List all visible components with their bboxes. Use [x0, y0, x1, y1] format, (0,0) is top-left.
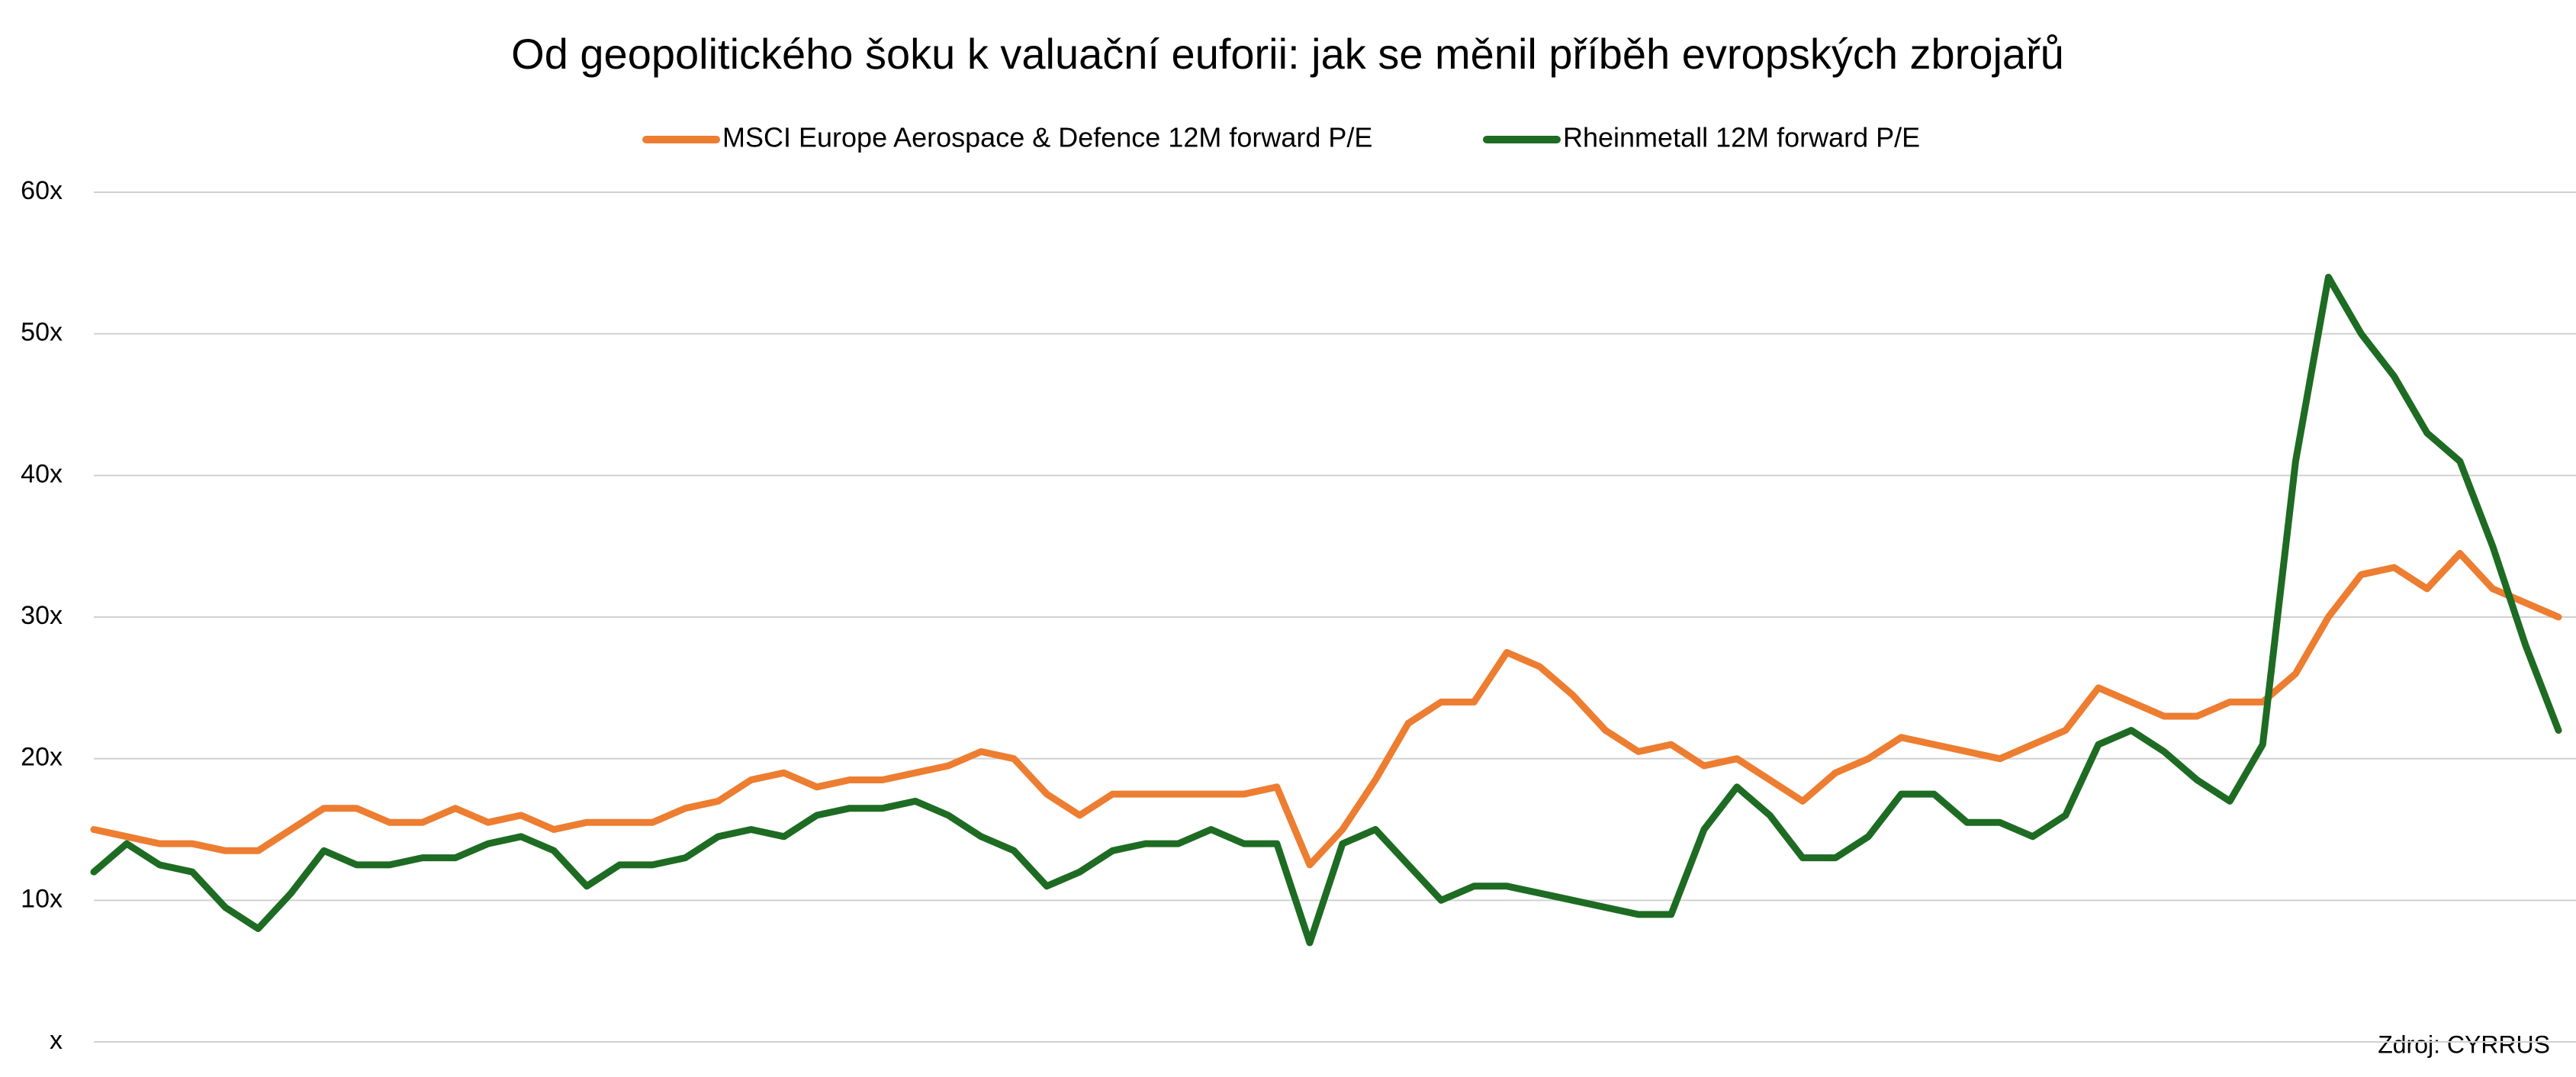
legend-label: Rheinmetall 12M forward P/E — [1563, 122, 1920, 153]
legend-label: MSCI Europe Aerospace & Defence 12M forw… — [722, 122, 1372, 153]
y-tick-label: 30x — [21, 601, 63, 630]
series-line — [90, 550, 2562, 869]
y-tick-label: 10x — [21, 884, 63, 913]
y-tick-label: x — [50, 1026, 63, 1055]
y-tick-label: 60x — [21, 176, 63, 205]
y-tick-label: 50x — [21, 318, 63, 347]
series-line — [90, 273, 2562, 947]
source-note: Zdroj: CYRRUS — [2378, 1030, 2550, 1058]
y-tick-label: 40x — [21, 459, 63, 488]
chart-title: Od geopolitického šoku k valuační eufori… — [511, 30, 2064, 78]
y-tick-label: 20x — [21, 743, 63, 772]
